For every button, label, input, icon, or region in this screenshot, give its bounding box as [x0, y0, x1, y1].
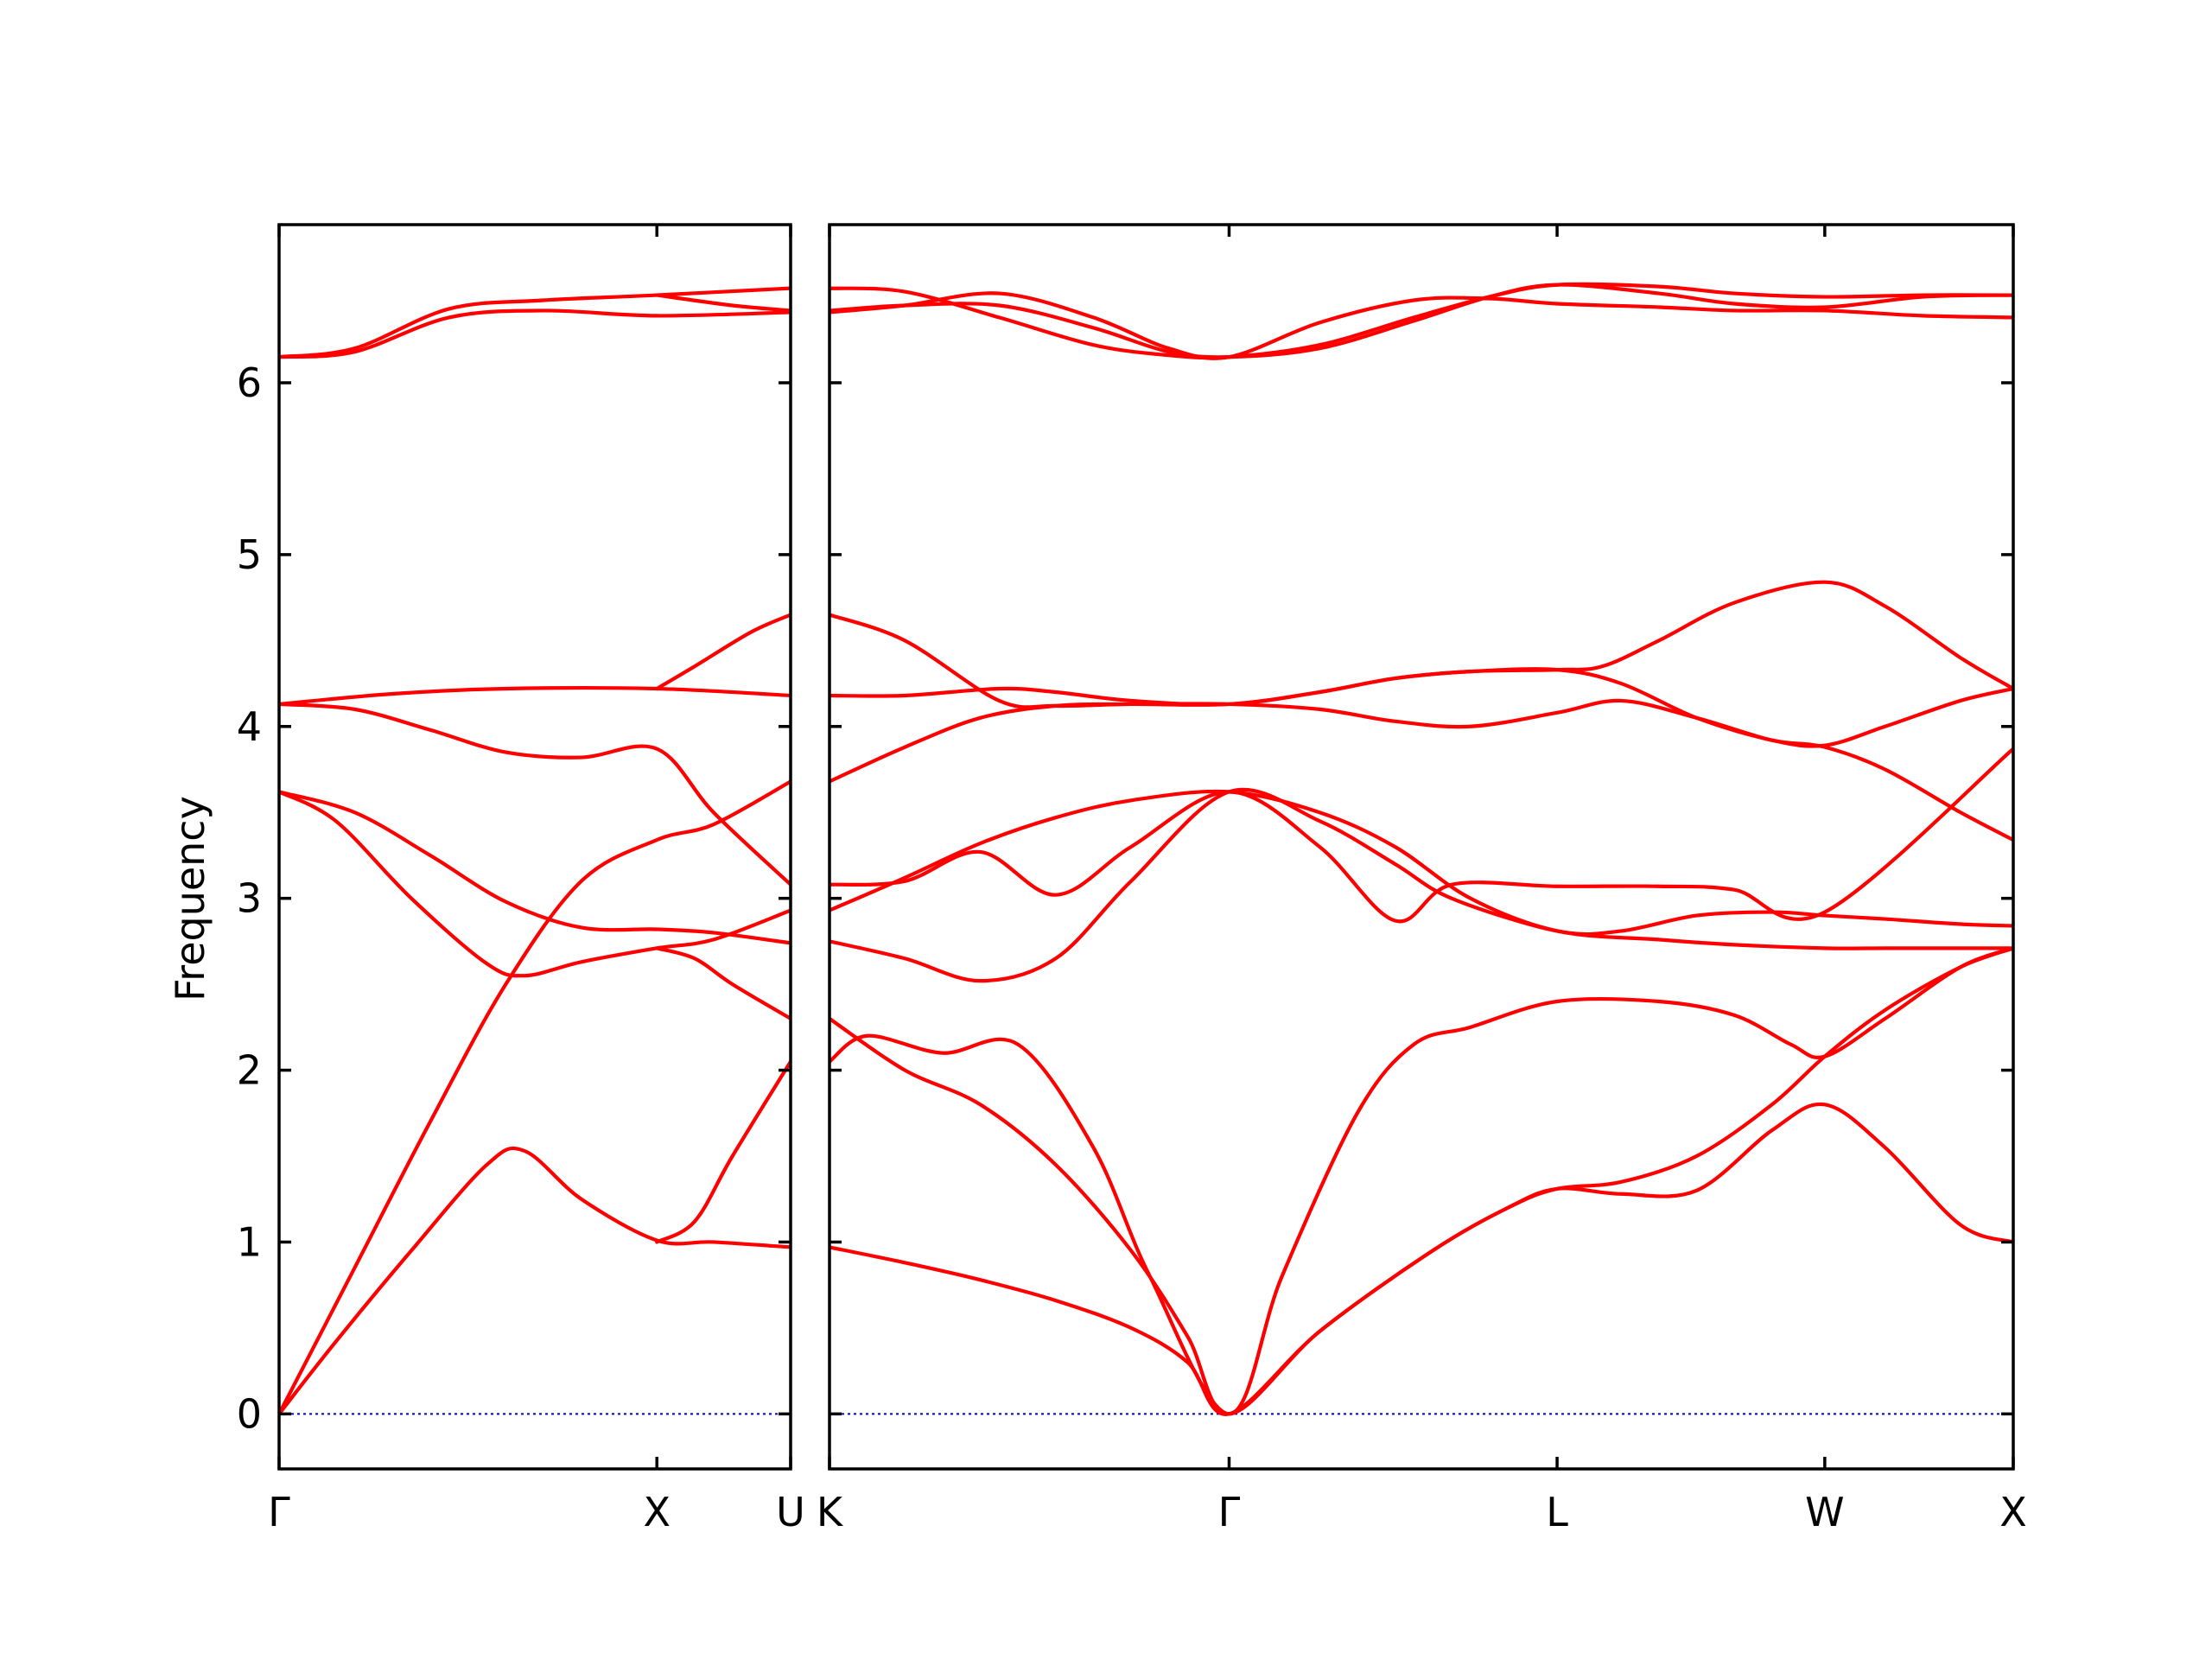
- x-tick-label: X: [643, 1489, 671, 1535]
- band-line-11: [830, 291, 2013, 360]
- x-tick-label: K: [817, 1489, 844, 1535]
- band-line-11: [655, 613, 791, 691]
- band-line-12: [830, 283, 2013, 359]
- band-line-1: [279, 1146, 791, 1416]
- band-line-7: [279, 286, 791, 359]
- y-tick-label: 1: [237, 1218, 262, 1265]
- y-tick-label: 5: [237, 531, 262, 578]
- plot-frame: [277, 223, 792, 1471]
- y-tick-label: 0: [237, 1390, 262, 1437]
- band-line-12: [655, 293, 791, 313]
- band-line-6: [830, 789, 2013, 950]
- band-line-5: [830, 747, 2013, 924]
- x-tick-label: L: [1546, 1489, 1568, 1535]
- band-group: [830, 282, 2013, 1416]
- band-line-9: [830, 580, 2013, 707]
- x-tick-label: Γ: [1218, 1489, 1241, 1535]
- band-line-10: [655, 946, 791, 1020]
- band-line-6: [279, 686, 791, 707]
- x-tick-label: X: [1999, 1489, 2027, 1535]
- x-tick-label: W: [1805, 1489, 1844, 1535]
- y-tick-label: 4: [237, 703, 262, 750]
- y-tick-label: 6: [237, 359, 262, 406]
- band-line-4: [279, 790, 791, 945]
- panel-1: 0 1 2 3 4 5 6 Γ X U: [237, 223, 805, 1535]
- y-tick-label: 3: [237, 875, 262, 922]
- band-line-10: [830, 282, 2013, 360]
- panels: 0 1 2 3 4 5 6 Γ X U K Γ L W X: [237, 223, 2027, 1535]
- band-line-5: [279, 702, 791, 887]
- band-line-3: [279, 790, 791, 978]
- x-tick-label: U: [776, 1489, 805, 1535]
- x-tick-label: Γ: [268, 1489, 290, 1535]
- band-line-4: [830, 787, 2013, 983]
- band-line-3: [830, 946, 2013, 1416]
- band-line-8: [279, 308, 791, 359]
- band-line-2: [830, 1016, 2013, 1416]
- band-line-9: [655, 1059, 791, 1244]
- band-group: [279, 286, 791, 1416]
- y-tick-label: 2: [237, 1047, 262, 1094]
- plot-frame: [828, 223, 2015, 1471]
- y-axis-label: Frequency: [167, 796, 213, 1001]
